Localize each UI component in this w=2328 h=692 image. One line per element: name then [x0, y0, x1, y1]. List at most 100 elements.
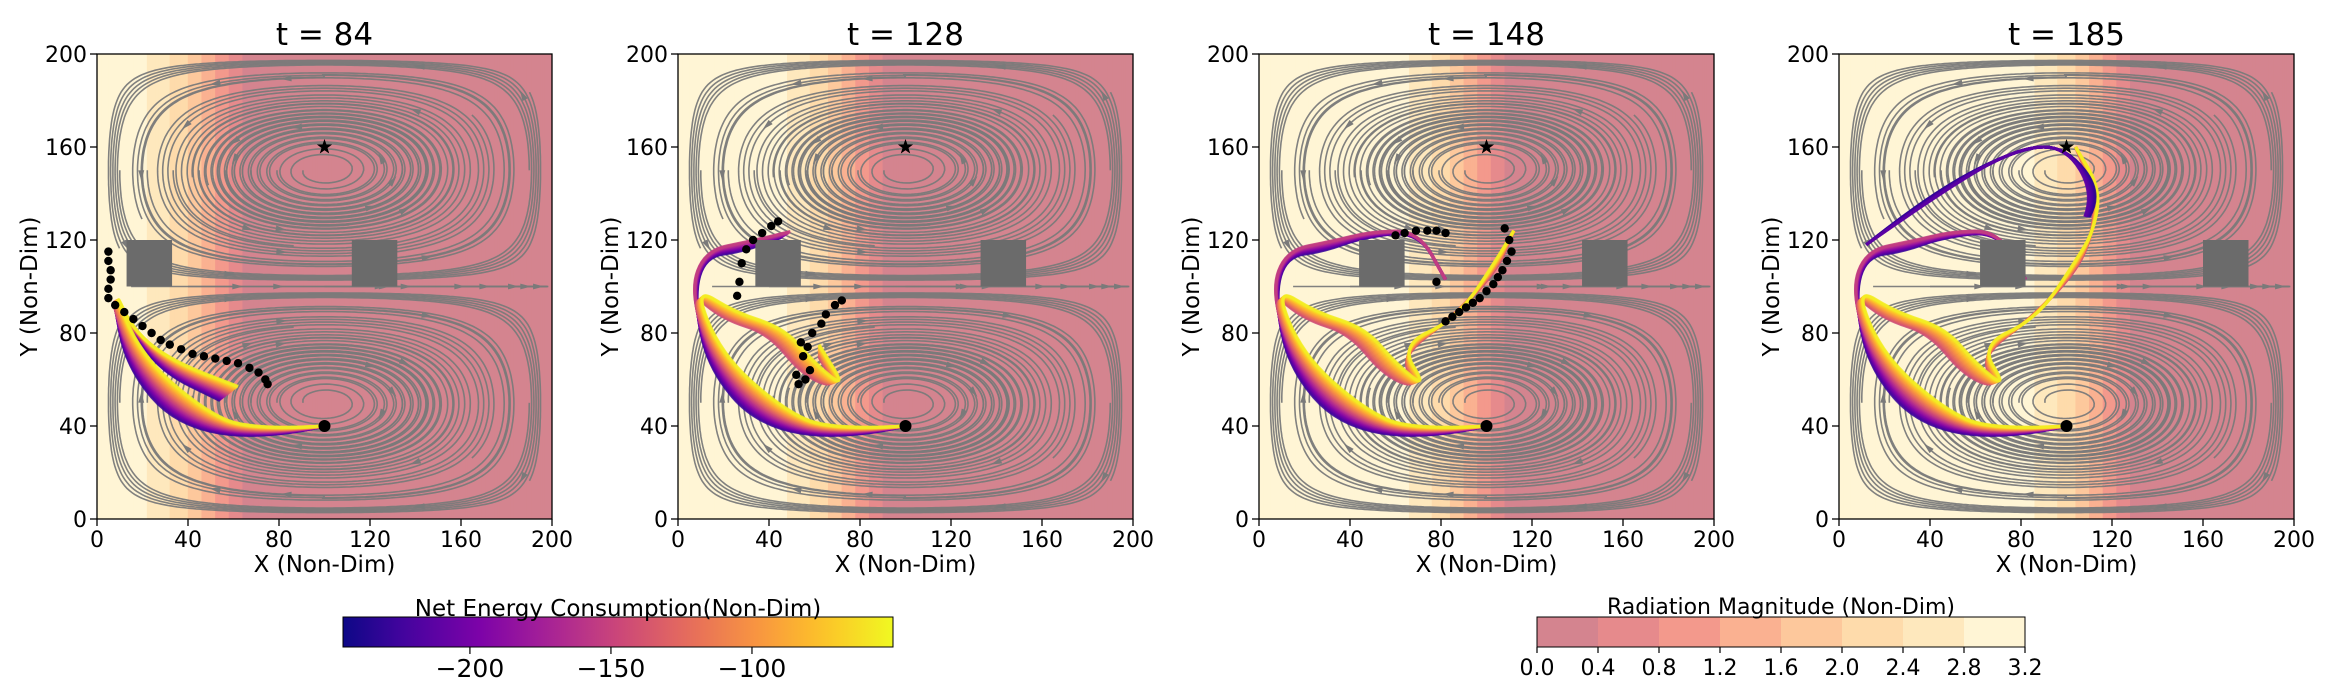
obstacle	[980, 240, 1027, 287]
streamline-arrow	[1923, 119, 1934, 130]
x-tick-label: 0	[90, 528, 104, 553]
radiation-strip	[689, 54, 693, 519]
streamline-arrow	[959, 153, 968, 165]
agent-marker	[798, 352, 808, 361]
radiation-strip	[680, 54, 683, 519]
x-tick-label: 80	[265, 528, 293, 553]
streamline-arrow	[1453, 443, 1465, 450]
agent-marker	[817, 319, 826, 328]
goal-marker	[316, 139, 333, 154]
streamline-arrow	[2017, 225, 2029, 232]
radiation-strip	[1259, 54, 1262, 519]
radiation-strip	[1841, 54, 1844, 519]
agent-marker	[794, 379, 803, 389]
trajectory	[117, 298, 325, 429]
y-tick-label: 80	[59, 322, 87, 347]
agent-marker	[748, 235, 758, 245]
radiation-strip	[1868, 54, 1872, 519]
radiation-colorbar-bin	[1659, 617, 1721, 647]
streamline-arrow	[719, 391, 726, 403]
agent-marker	[796, 338, 806, 347]
streamline-arrow	[519, 90, 528, 102]
plot-area	[97, 54, 552, 519]
radiation-colorbar-tick-label: 0.0	[1520, 656, 1555, 681]
streamline-arrow	[2155, 503, 2167, 510]
streamline-arrow	[872, 123, 884, 130]
streamline-arrow	[856, 341, 868, 348]
agent-marker	[1411, 226, 1421, 235]
radiation-strip	[1863, 54, 1867, 519]
streamline	[1367, 109, 1603, 230]
radiation-strip	[117, 54, 121, 519]
streamline-arrow	[2163, 255, 2175, 262]
streamline-arrow	[1571, 108, 1584, 116]
streamline-arrow	[1880, 391, 1887, 403]
streamline	[1849, 293, 2282, 514]
y-tick-label: 160	[1207, 136, 1249, 161]
plot-frame	[1838, 53, 2295, 520]
streamline-arrow	[232, 283, 244, 290]
streamline-arrow	[209, 487, 221, 494]
radiation-strip	[1263, 54, 1267, 519]
agent-marker	[1482, 286, 1491, 296]
streamline-arrow	[1951, 79, 1963, 86]
agent-marker	[104, 284, 113, 294]
agent-marker	[120, 307, 129, 317]
streamline-arrow	[1951, 487, 1963, 494]
obstacle	[2203, 240, 2249, 287]
radiation-colorbar-tick-label: 0.8	[1642, 656, 1677, 681]
radiation-strip	[1281, 54, 1285, 519]
radiation-strip	[115, 54, 118, 519]
radiation-strip	[1128, 54, 1132, 519]
streamline-arrow	[1343, 443, 1354, 454]
streamline-arrow	[968, 176, 978, 187]
streamline	[1898, 84, 2237, 257]
radiation-strip	[1859, 54, 1863, 519]
streamline	[1947, 109, 2183, 230]
streamline-arrow	[856, 225, 868, 232]
streamline-arrow	[387, 386, 397, 397]
panel-3: 0 40 80 120 160 200 0 40 80 120 160 200 t = 148 X (No…	[1179, 17, 1735, 578]
radiation-colorbar-tick-label: 0.4	[1581, 656, 1616, 681]
agent-marker	[1500, 224, 1509, 233]
streamline	[131, 305, 515, 501]
radiation-strip	[1288, 54, 1292, 519]
radiation-colorbar-bin	[1903, 617, 1965, 647]
streamline	[1318, 84, 1657, 257]
plot-area	[678, 54, 1133, 519]
streamline-arrow	[1283, 239, 1292, 251]
streamline-arrow	[231, 408, 240, 420]
agent-marker	[803, 342, 812, 352]
trajectory	[1281, 229, 1516, 429]
streamline-arrow	[1371, 79, 1383, 86]
streamline-arrow	[790, 487, 802, 494]
agent-marker	[1489, 279, 1498, 289]
y-tick-label: 80	[640, 322, 668, 347]
streamline-arrow	[421, 311, 433, 318]
agent-marker	[1468, 298, 1478, 307]
agent-marker	[1432, 277, 1441, 287]
radiation-strip	[1261, 54, 1264, 519]
x-tick-label: 40	[1336, 528, 1364, 553]
streamline-arrow	[276, 248, 288, 255]
energy-colorbar-bar	[342, 616, 894, 648]
streamline	[1367, 343, 1603, 464]
streamline-arrow	[1681, 471, 1690, 483]
radiation-strip	[1130, 54, 1133, 519]
streamline-arrow	[241, 224, 254, 231]
agent-marker	[1423, 226, 1432, 235]
x-tick-label: 40	[174, 528, 202, 553]
streamline-arrow	[2151, 108, 2164, 116]
streamline-arrow	[1300, 170, 1307, 182]
start-marker	[2060, 420, 2073, 432]
streamline-arrow	[378, 153, 387, 165]
agent-marker	[1391, 231, 1400, 240]
agent-marker	[742, 245, 751, 254]
y-tick-label: 0	[1235, 508, 1249, 533]
start-marker	[1480, 420, 1493, 432]
plot-frame	[96, 53, 553, 520]
streamline-arrow	[1560, 358, 1572, 366]
radiation-strip	[678, 54, 681, 519]
radiation-strip	[1866, 54, 1869, 519]
